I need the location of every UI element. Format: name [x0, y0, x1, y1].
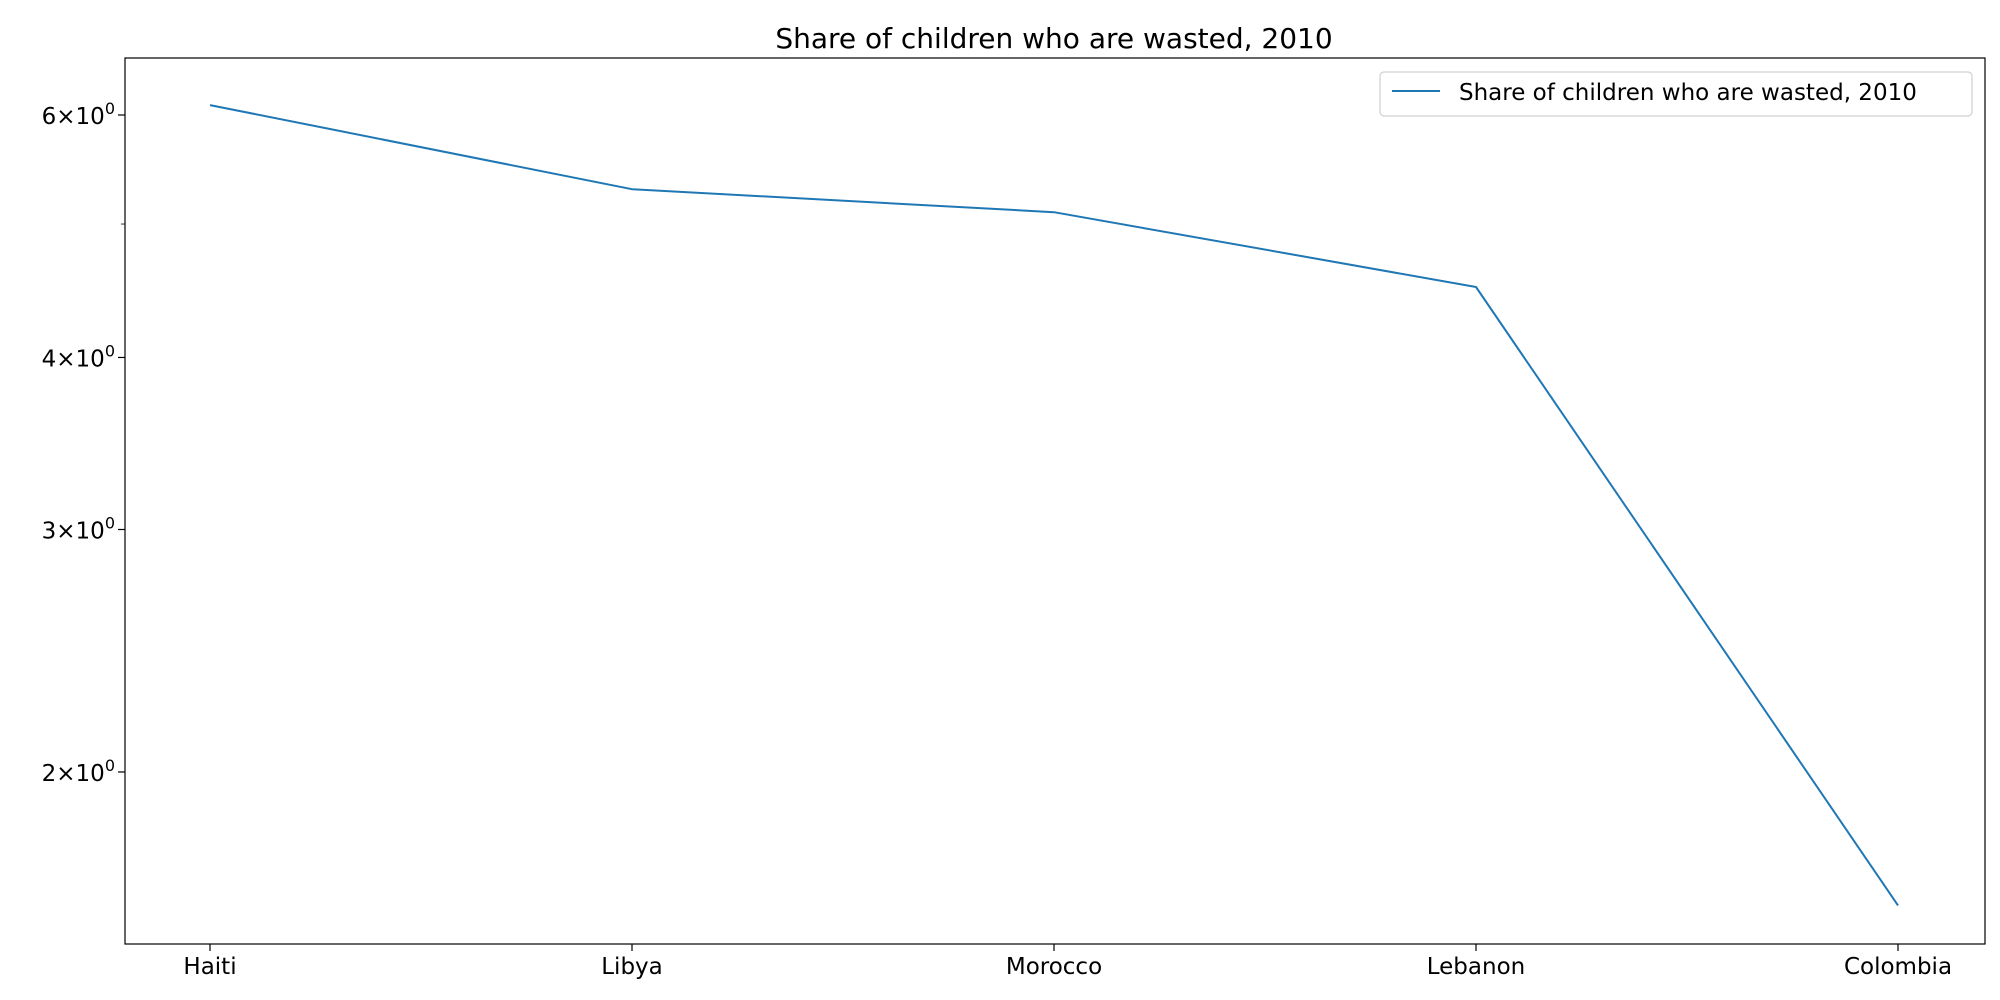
- legend: Share of children who are wasted, 2010: [1379, 71, 1973, 117]
- x-tick-label: Lebanon: [1427, 954, 1525, 980]
- legend-box: [1379, 71, 1973, 117]
- y-tick-label: 4×100: [42, 341, 115, 372]
- y-tick-label: 6×100: [42, 99, 115, 130]
- legend-label: Share of children who are wasted, 2010: [1459, 80, 1917, 106]
- y-tick-label: 2×100: [42, 756, 115, 787]
- y-tick-label: 3×100: [42, 513, 115, 544]
- chart-title: Share of children who are wasted, 2010: [775, 22, 1332, 55]
- x-tick-label: Colombia: [1844, 954, 1952, 980]
- series-line: [209, 104, 1899, 906]
- x-tick-label: Morocco: [1006, 954, 1102, 980]
- x-tick-label: Haiti: [183, 954, 236, 980]
- series-group: [209, 104, 1899, 906]
- x-axis: Haiti Libya Morocco Lebanon Colombia: [183, 944, 1952, 980]
- plot-area: [124, 57, 1986, 945]
- y-axis: 2×100 3×100 4×100 6×100: [42, 99, 125, 787]
- x-tick-label: Libya: [601, 954, 663, 980]
